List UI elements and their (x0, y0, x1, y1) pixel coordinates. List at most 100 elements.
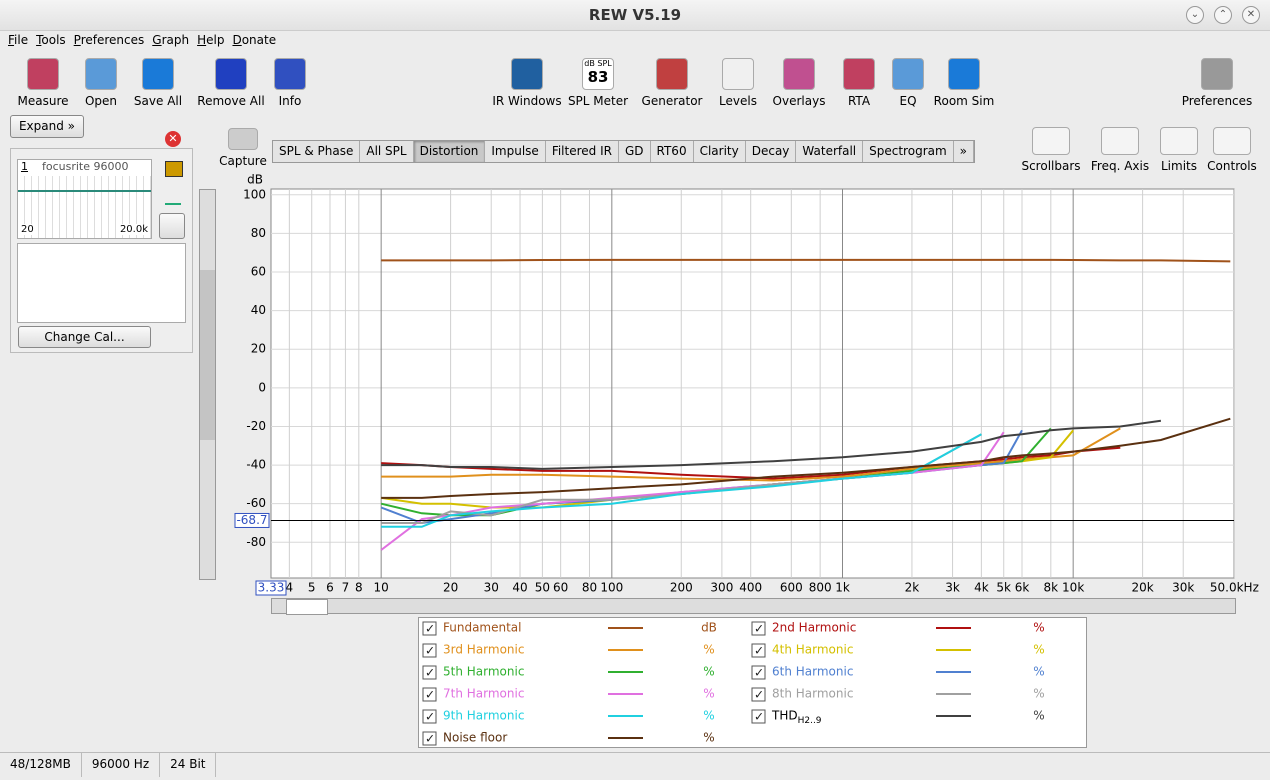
menu-item[interactable]: Preferences (73, 33, 145, 47)
legend-checkbox[interactable] (422, 687, 437, 702)
capture-label: Capture (219, 154, 267, 168)
toolbar-button[interactable]: Save All (120, 58, 196, 108)
pen-icon[interactable] (165, 189, 181, 205)
toolbar-button[interactable]: Measure (5, 58, 81, 108)
x-tick-label: 4k (974, 581, 989, 595)
notes-box[interactable] (17, 243, 186, 323)
legend-checkbox[interactable] (751, 665, 766, 680)
capture-button[interactable]: Capture (205, 128, 281, 168)
x-tick-label: 4 (286, 581, 294, 595)
legend-checkbox[interactable] (422, 731, 437, 746)
legend-checkbox[interactable] (422, 621, 437, 636)
menu-item[interactable]: Tools (36, 33, 66, 47)
maximize-button[interactable]: ⌃ (1214, 6, 1232, 24)
toolbar-button[interactable]: Overlays (761, 58, 837, 108)
remove-icon[interactable]: ✕ (165, 131, 181, 147)
vertical-scroll-thumb[interactable] (200, 270, 215, 440)
legend-checkbox[interactable] (751, 643, 766, 658)
legend-name: 9th Harmonic (443, 709, 524, 723)
horizontal-scrollbar[interactable] (271, 598, 1236, 615)
vertical-scrollbar[interactable] (199, 189, 216, 580)
toolbar-button[interactable]: Open (63, 58, 139, 108)
toolbar-button[interactable]: IR Windows (489, 58, 565, 108)
graph-tool-button[interactable]: Controls (1194, 127, 1270, 173)
legend-checkbox[interactable] (751, 621, 766, 636)
graph-tab[interactable]: Decay (746, 141, 797, 162)
measurement-name: focusrite 96000 (42, 160, 129, 173)
legend-name: Noise floor (443, 731, 507, 745)
info-icon[interactable] (159, 213, 185, 239)
toolbar-button[interactable]: dB SPL 83 SPL Meter (560, 58, 636, 108)
legend-checkbox[interactable] (422, 665, 437, 680)
x-readout-box (255, 580, 287, 596)
toolbar-button[interactable]: EQ (870, 58, 946, 108)
legend: ✓ Fundamental dB ✓ 2nd Harmonic% ✓ 3rd Harmoni… (418, 617, 1087, 748)
graph-tab[interactable]: All SPL (360, 141, 414, 162)
series-line (381, 417, 1231, 499)
measurement-index: 1 (21, 160, 28, 173)
graph-tool-icon (1160, 127, 1198, 155)
graph-tab[interactable]: Filtered IR (546, 141, 619, 162)
graph-tab[interactable]: Spectrogram (863, 141, 954, 162)
measurement-thumbnail[interactable]: 1 focusrite 96000 20 20.0k (17, 159, 152, 239)
toolbar-button[interactable]: Room Sim (926, 58, 1002, 108)
close-button[interactable]: ✕ (1242, 6, 1260, 24)
expand-button[interactable]: Expand » (10, 115, 84, 138)
menu-item[interactable]: File (8, 33, 29, 47)
graph-tool-button[interactable]: Scrollbars (1013, 127, 1089, 173)
graph-tool-label: Controls (1207, 159, 1257, 173)
graph-tool-button[interactable]: Freq. Axis (1082, 127, 1158, 173)
legend-check: ✓ (754, 622, 764, 636)
legend-name: 7th Harmonic (443, 687, 524, 701)
legend-checkbox[interactable] (751, 709, 766, 724)
menu-item[interactable]: Donate (232, 33, 277, 47)
x-tick-label: 60 (553, 581, 568, 595)
x-tick-label: 40 (512, 581, 527, 595)
legend-checkbox[interactable] (422, 709, 437, 724)
edit-icon[interactable] (165, 161, 183, 177)
graph-tab[interactable]: GD (619, 141, 651, 162)
graph-tool-label: Scrollbars (1021, 159, 1081, 173)
toolbar-label: Open (84, 94, 118, 108)
toolbar-button[interactable]: Info (252, 58, 328, 108)
toolbar-button[interactable]: Levels (700, 58, 776, 108)
x-tick-label: 5 (308, 581, 316, 595)
toolbar-icon (142, 58, 174, 90)
spl-icon-label: dB SPL (584, 59, 612, 68)
graph-tab[interactable]: Impulse (485, 141, 546, 162)
legend-unit: % (703, 709, 714, 723)
legend-unit: dB (701, 621, 717, 635)
horizontal-scroll-thumb[interactable] (286, 599, 328, 615)
toolbar-label: Levels (719, 94, 757, 108)
graph-tab[interactable]: RT60 (651, 141, 694, 162)
legend-name: 2nd Harmonic (772, 621, 856, 635)
change-cal-button[interactable]: Change Cal... (18, 326, 151, 348)
legend-check: ✓ (754, 710, 764, 724)
y-tick-label: 0 (258, 380, 266, 394)
toolbar-button[interactable]: Generator (634, 58, 710, 108)
measurement-header: 1 focusrite 96000 (18, 160, 151, 176)
legend-checkbox[interactable] (422, 643, 437, 658)
minimize-button[interactable]: ⌄ (1186, 6, 1204, 24)
legend-checkbox[interactable] (751, 687, 766, 702)
x-tick-label: 30k (1172, 581, 1194, 595)
toolbar-icon (656, 58, 688, 90)
graph-tab[interactable]: Clarity (694, 141, 746, 162)
toolbar-button[interactable]: Preferences (1179, 58, 1255, 108)
graph-tab[interactable]: Waterfall (796, 141, 864, 162)
graph-tab[interactable]: Distortion (413, 141, 486, 162)
legend-check: ✓ (754, 666, 764, 680)
toolbar-button[interactable]: Remove All (193, 58, 269, 108)
graph-tool-button[interactable]: Limits (1141, 127, 1217, 173)
graph-tab[interactable]: » (954, 141, 975, 162)
menu-item[interactable]: Graph (152, 33, 190, 47)
graph-tool-label: Freq. Axis (1090, 159, 1150, 173)
toolbar-icon (274, 58, 306, 90)
x-tick-label: 20k (1131, 581, 1153, 595)
toolbar-button[interactable]: RTA (821, 58, 897, 108)
menu-item[interactable]: Help (197, 33, 225, 47)
graph-tab[interactable]: SPL & Phase (273, 141, 361, 162)
status-bar: 48/128MB 96000 Hz 24 Bit (0, 752, 1270, 777)
